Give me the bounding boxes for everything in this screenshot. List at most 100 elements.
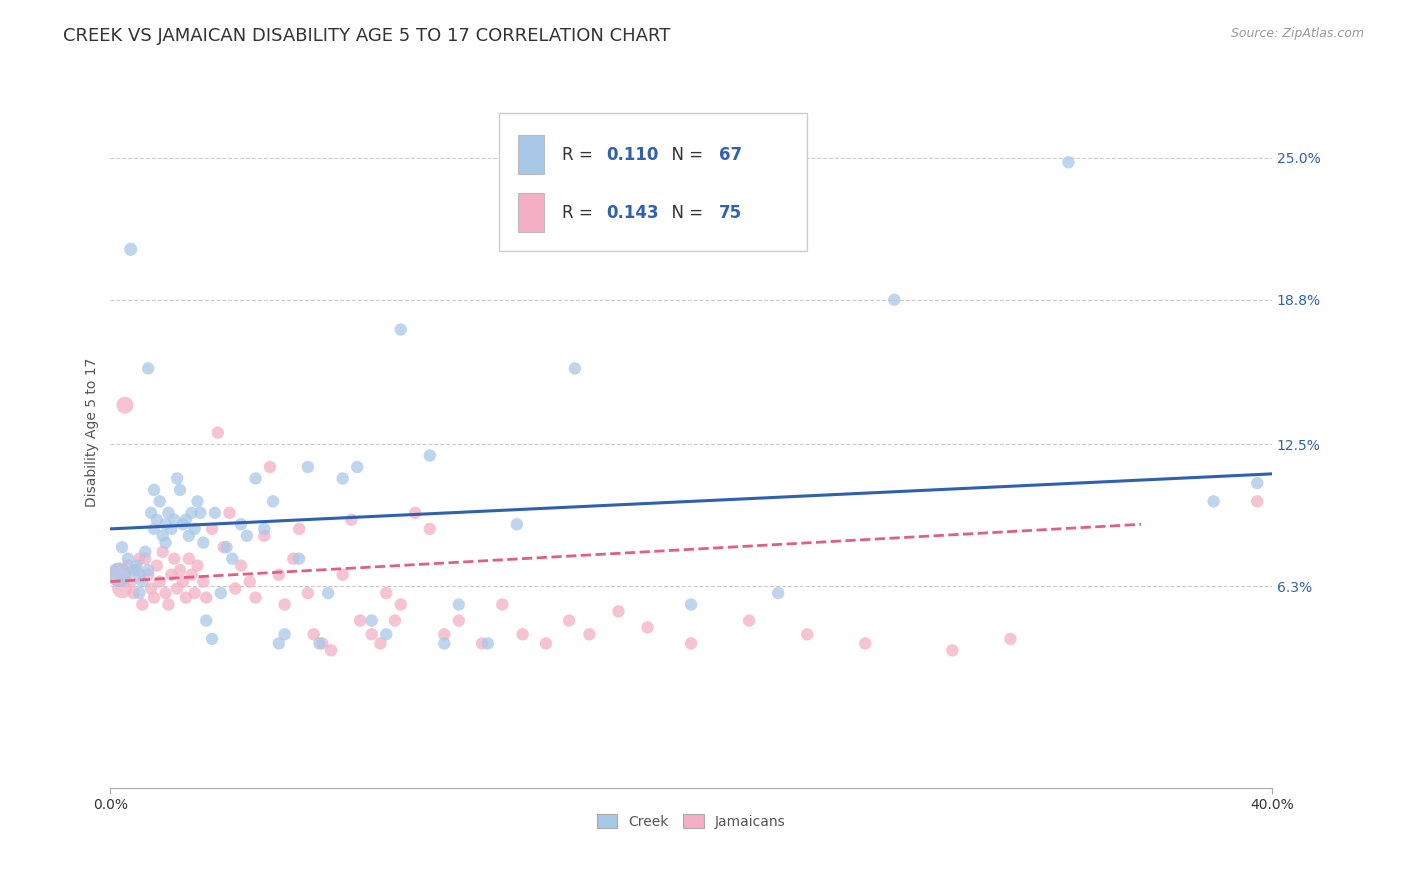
Point [209, 586, 232, 600]
Point [149, 494, 172, 508]
Point [120, 242, 142, 256]
Text: Source: ZipAtlas.com: Source: ZipAtlas.com [1230, 27, 1364, 40]
Point [108, 567, 131, 582]
Point [157, 598, 180, 612]
Point [229, 517, 252, 532]
Point [122, 586, 145, 600]
Point [853, 636, 876, 650]
Point [506, 517, 529, 532]
Point [477, 636, 499, 650]
Text: 0.110: 0.110 [606, 145, 658, 163]
Point [681, 598, 703, 612]
Point [389, 598, 412, 612]
Point [136, 361, 159, 376]
Point [177, 551, 200, 566]
Point [131, 598, 153, 612]
Point [389, 322, 412, 336]
Point [883, 293, 905, 307]
Point [384, 614, 406, 628]
Legend: Creek, Jamaicans: Creek, Jamaicans [591, 808, 792, 834]
Point [174, 513, 197, 527]
Point [201, 632, 224, 646]
Point [370, 636, 392, 650]
Point [136, 567, 159, 582]
Point [166, 582, 188, 596]
Point [180, 506, 202, 520]
Point [136, 563, 159, 577]
Point [796, 627, 818, 641]
Point [1000, 632, 1022, 646]
Point [346, 460, 368, 475]
Point [221, 551, 243, 566]
Point [302, 627, 325, 641]
Point [419, 449, 441, 463]
Point [433, 636, 456, 650]
Point [128, 567, 150, 582]
Point [447, 614, 470, 628]
Point [195, 614, 218, 628]
Point [267, 636, 290, 650]
Point [143, 591, 166, 605]
Point [229, 558, 252, 573]
Point [183, 586, 205, 600]
Point [283, 551, 305, 566]
Point [114, 398, 136, 412]
Point [253, 522, 276, 536]
Point [491, 598, 513, 612]
Point [111, 582, 134, 596]
Point [941, 643, 963, 657]
Point [195, 591, 218, 605]
Point [534, 636, 557, 650]
Bar [499, 113, 807, 252]
Point [186, 558, 208, 573]
Point [375, 627, 398, 641]
Point [360, 627, 382, 641]
Point [212, 540, 235, 554]
Point [308, 636, 330, 650]
Point [128, 551, 150, 566]
Point [262, 494, 284, 508]
Point [239, 574, 262, 589]
Point [174, 591, 197, 605]
Point [163, 551, 186, 566]
Point [288, 551, 311, 566]
Point [578, 627, 600, 641]
Point [146, 513, 169, 527]
Point [245, 471, 267, 485]
Point [637, 620, 659, 634]
Point [245, 591, 267, 605]
Point [218, 506, 240, 520]
Point [108, 567, 131, 582]
Point [288, 522, 311, 536]
Point [139, 506, 162, 520]
Point [166, 471, 188, 485]
Point [360, 614, 382, 628]
Point [512, 627, 534, 641]
Point [139, 582, 162, 596]
Point [160, 567, 183, 582]
Point [1057, 155, 1080, 169]
Point [201, 522, 224, 536]
Point [558, 614, 581, 628]
Point [157, 506, 180, 520]
Bar [517, 194, 544, 232]
Text: R =: R = [562, 145, 598, 163]
Point [1202, 494, 1225, 508]
Point [149, 574, 172, 589]
Point [204, 506, 226, 520]
Point [297, 586, 319, 600]
Point [152, 545, 174, 559]
Point [169, 483, 191, 497]
Point [186, 494, 208, 508]
Point [607, 604, 630, 618]
Point [163, 513, 186, 527]
Point [172, 574, 194, 589]
Point [120, 574, 142, 589]
Point [128, 586, 150, 600]
Point [207, 425, 229, 440]
Y-axis label: Disability Age 5 to 17: Disability Age 5 to 17 [86, 358, 100, 508]
Point [125, 558, 148, 573]
Point [180, 567, 202, 582]
Point [224, 582, 246, 596]
Point [319, 643, 342, 657]
